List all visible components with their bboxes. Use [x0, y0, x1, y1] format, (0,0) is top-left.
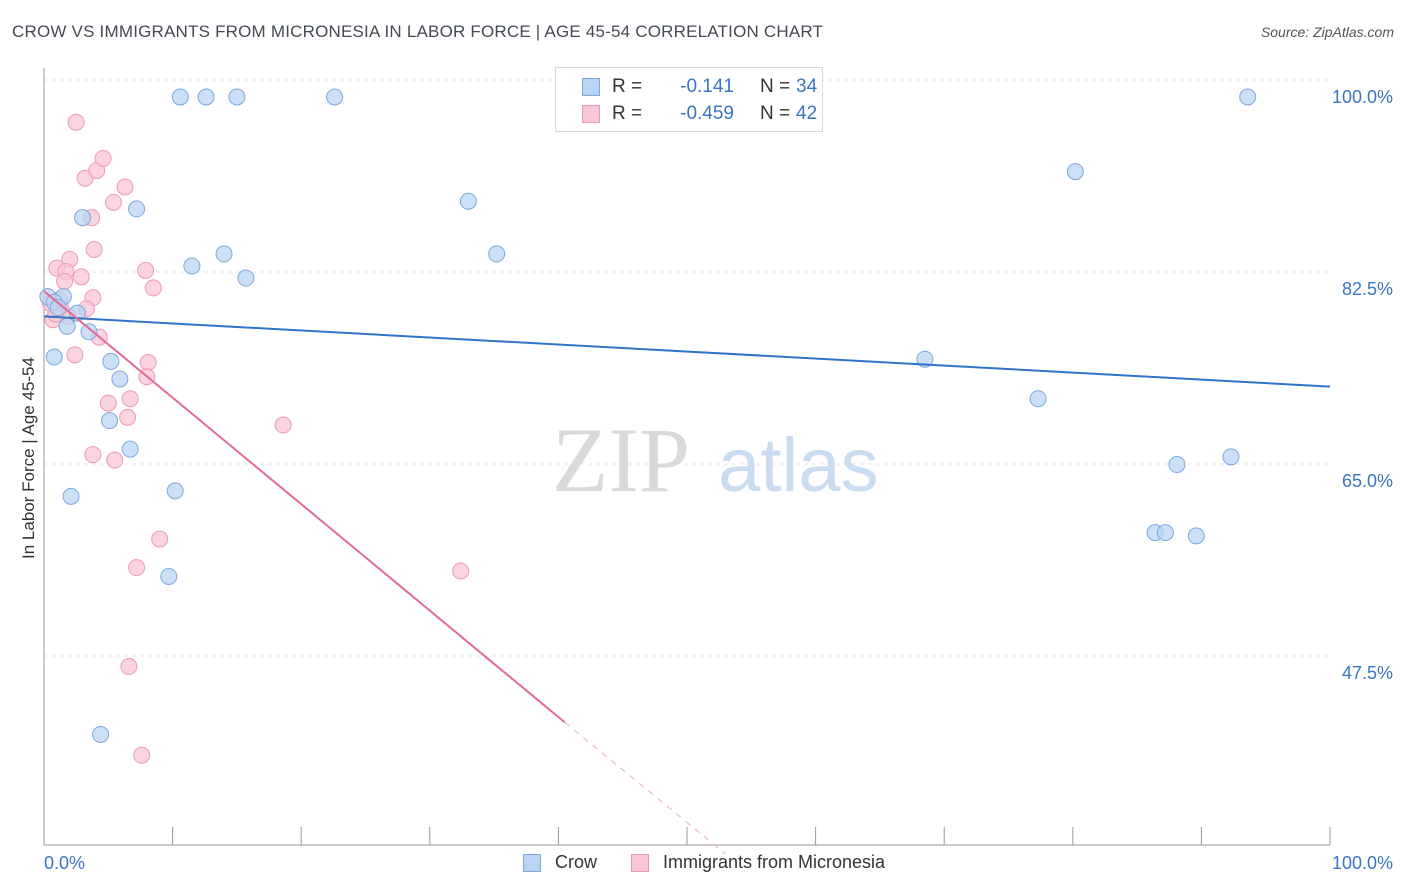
crow-point — [128, 200, 146, 218]
micronesia-point — [274, 416, 292, 434]
crow-swatch — [523, 853, 541, 872]
crow-point — [49, 299, 67, 317]
crow-point — [45, 348, 63, 366]
x-tick-label: 100.0% — [1332, 853, 1393, 873]
crow-point — [1029, 390, 1047, 408]
crow-point — [160, 567, 178, 585]
micronesia-point — [119, 408, 137, 426]
crow-point — [326, 88, 344, 106]
legend-label: Crow — [555, 852, 598, 872]
micronesia-point — [94, 149, 112, 167]
micronesia-point — [67, 113, 85, 131]
n-value: 34 — [796, 76, 818, 97]
crow-point — [171, 88, 189, 106]
r-label: R = — [612, 103, 643, 124]
source-label: Source: ZipAtlas.com — [1260, 24, 1394, 40]
micronesia-point — [452, 562, 470, 580]
micronesia-point — [104, 193, 122, 211]
micronesia-point — [72, 268, 90, 286]
crow-point — [197, 88, 215, 106]
crow-point — [215, 245, 233, 263]
crow-point — [916, 350, 934, 368]
crow-point — [74, 209, 92, 227]
micronesia-trend-extension — [564, 721, 726, 855]
r-label: R = — [612, 76, 643, 97]
crow-point — [1156, 524, 1174, 542]
micronesia-trend-line — [43, 290, 566, 724]
crow-point — [80, 323, 98, 341]
y-tick-label: 82.5% — [1342, 279, 1393, 299]
crow-point — [111, 370, 129, 388]
crow-point — [1168, 456, 1186, 474]
micronesia-point — [121, 390, 139, 408]
crow-swatch — [582, 78, 600, 96]
micronesia-point — [106, 451, 124, 469]
micronesia-point — [128, 559, 146, 577]
n-value: 42 — [796, 103, 818, 124]
legend-item-micronesia[interactable]: Immigrants from Micronesia — [631, 852, 885, 873]
correlation-legend: R = -0.141 N = 34 R = -0.459 N = 42 — [555, 67, 823, 132]
micronesia-point — [85, 241, 103, 259]
watermark-zip: ZIP — [552, 409, 690, 511]
y-tick-label: 65.0% — [1342, 471, 1393, 491]
crow-point — [102, 352, 120, 370]
legend-label: Immigrants from Micronesia — [663, 852, 886, 872]
legend-item-crow[interactable]: Crow — [523, 852, 597, 873]
crow-point — [166, 482, 184, 500]
y-tick-label: 47.5% — [1342, 663, 1393, 683]
micronesia-swatch — [582, 105, 600, 123]
micronesia-point — [66, 346, 84, 364]
micronesia-point — [151, 530, 169, 548]
series-legend: Crow Immigrants from Micronesia — [0, 852, 1406, 878]
micronesia-point — [137, 261, 155, 279]
n-label: N = — [760, 76, 791, 97]
legend-row-crow: R = -0.141 N = 34 — [582, 74, 817, 100]
r-value: -0.459 — [680, 103, 734, 124]
r-value: -0.141 — [680, 76, 734, 97]
watermark-atlas: atlas — [718, 423, 879, 508]
n-label: N = — [760, 103, 791, 124]
micronesia-point — [144, 279, 162, 297]
crow-point — [1222, 448, 1240, 466]
y-axis-title: In Labor Force | Age 45-54 — [19, 357, 38, 559]
micronesia-point — [99, 394, 117, 412]
micronesia-point — [84, 446, 102, 464]
micronesia-point — [120, 657, 138, 675]
crow-point — [58, 317, 76, 335]
crow-trend-line — [43, 315, 1331, 388]
micronesia-point — [139, 354, 157, 372]
micronesia-point — [56, 272, 74, 290]
micronesia-swatch — [631, 853, 649, 872]
crow-point — [1066, 163, 1084, 181]
crow-point — [228, 88, 246, 106]
crow-point — [237, 269, 255, 287]
x-tick-label: 0.0% — [44, 853, 85, 873]
crow-point — [121, 440, 139, 458]
y-tick-label: 100.0% — [1332, 87, 1393, 107]
micronesia-point — [133, 746, 151, 764]
chart-title: CROW VS IMMIGRANTS FROM MICRONESIA IN LA… — [12, 22, 824, 41]
crow-point — [101, 412, 119, 430]
crow-point — [488, 245, 506, 263]
crow-point — [1239, 88, 1257, 106]
crow-point — [92, 725, 110, 743]
crow-point — [1187, 527, 1205, 545]
micronesia-point — [116, 178, 134, 196]
crow-point — [183, 257, 201, 275]
crow-point — [62, 487, 80, 505]
crow-point — [459, 192, 477, 210]
legend-row-micronesia: R = -0.459 N = 42 — [582, 101, 817, 127]
